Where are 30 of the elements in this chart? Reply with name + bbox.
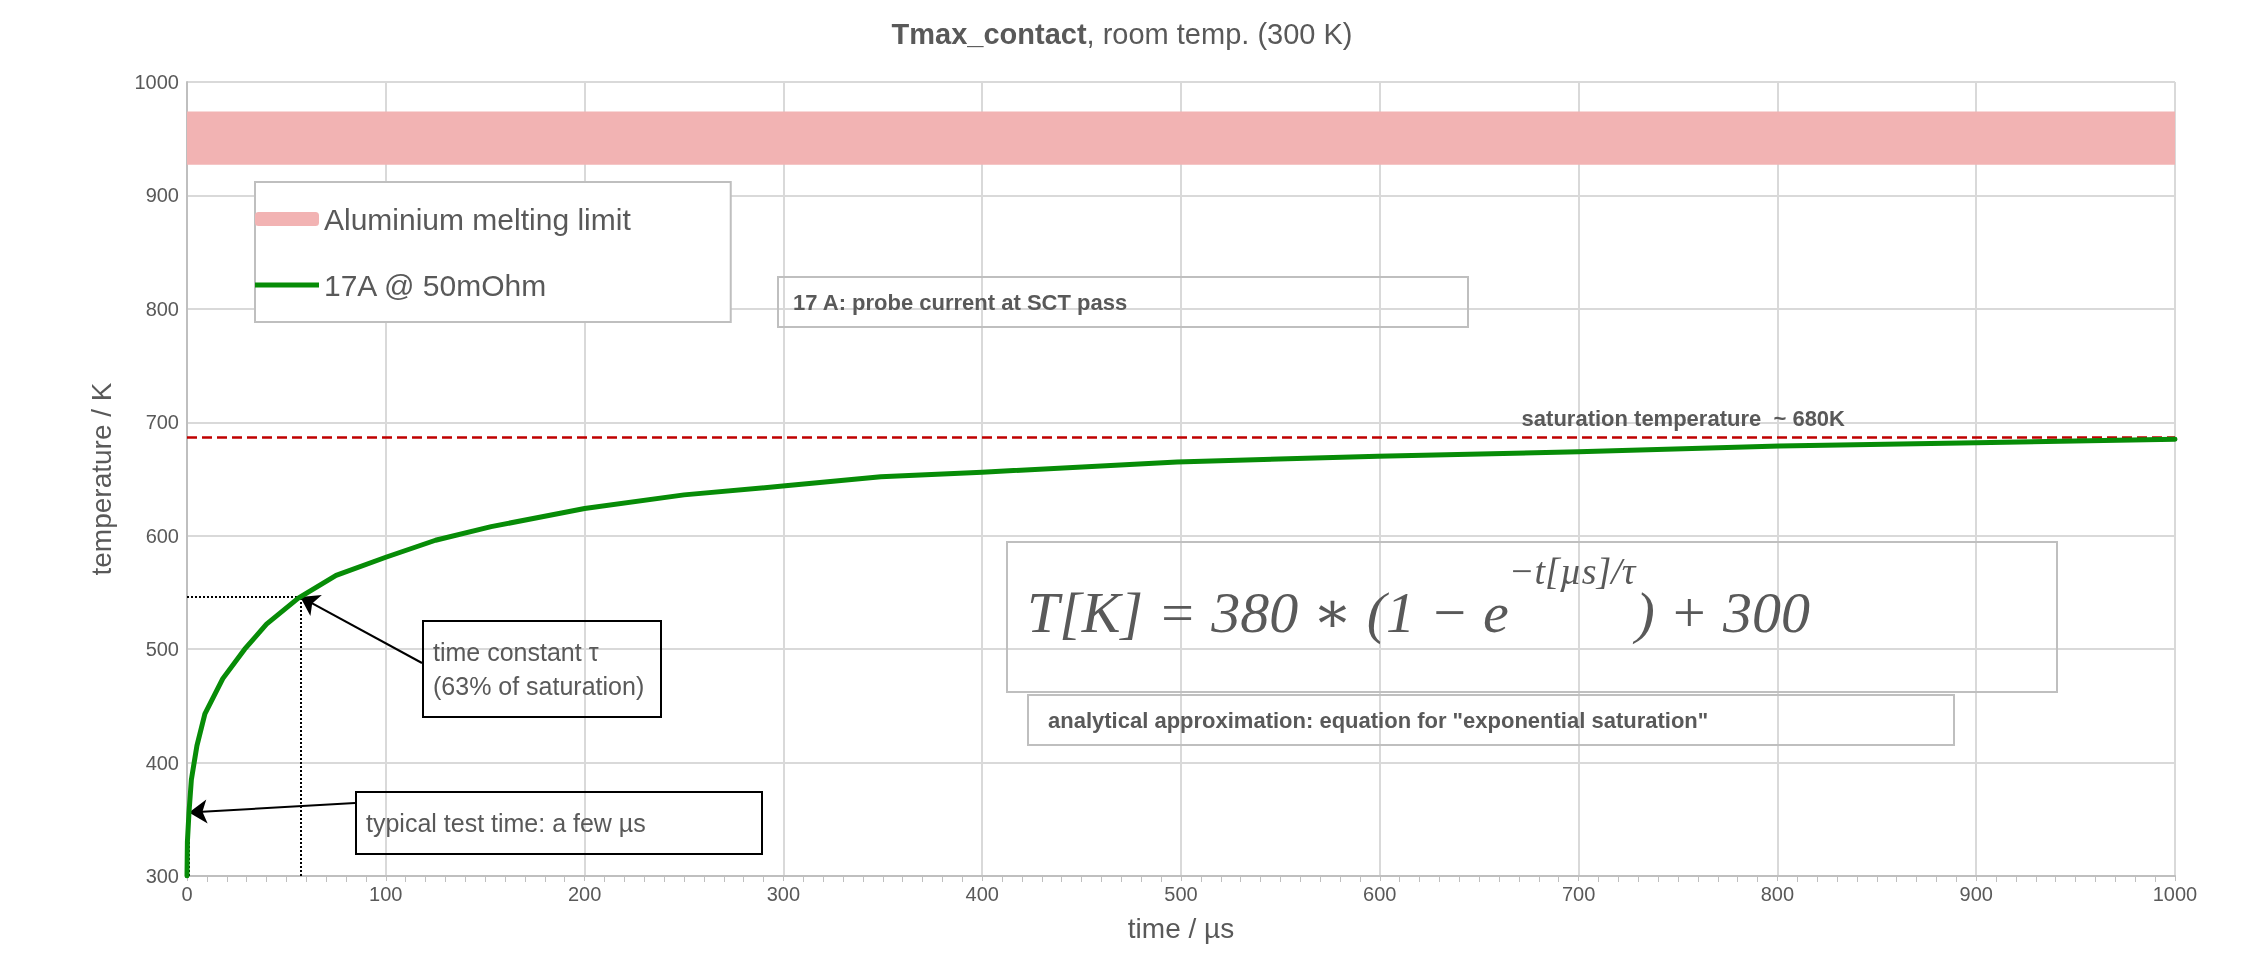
x-tick-label: 100 bbox=[369, 883, 403, 905]
annotation: typical test time: a few µs bbox=[366, 809, 646, 837]
y-tick-label: 900 bbox=[145, 184, 179, 207]
x-tick-label: 200 bbox=[567, 883, 602, 905]
annotation: time constant τ (63% of saturation) bbox=[433, 638, 645, 700]
y-tick-label: 300 bbox=[145, 865, 179, 887]
legend-label: 17A @ 50mOhm bbox=[324, 268, 547, 302]
legend-label: Aluminium melting limit bbox=[324, 202, 632, 236]
x-tick-label: 300 bbox=[766, 883, 801, 905]
annotation: 17 A: probe current at SCT pass bbox=[793, 289, 1128, 315]
y-tick-label: 500 bbox=[145, 638, 179, 661]
ref-line-label: saturation temperature ~ 680K bbox=[1521, 405, 1846, 431]
x-tick-label: 500 bbox=[1164, 883, 1198, 905]
y-axis-title: temperature / K bbox=[85, 382, 117, 576]
x-tick-label: 400 bbox=[965, 883, 999, 905]
y-tick-label: 800 bbox=[145, 297, 179, 320]
annotation: T[K] = 380 ∗ (1 − e−t[µs]/τ) + 300 bbox=[1027, 550, 1810, 645]
y-tick-label: 600 bbox=[145, 524, 179, 547]
x-tick-label: 600 bbox=[1363, 883, 1397, 905]
x-tick-label: 900 bbox=[1959, 883, 1993, 905]
x-tick-label: 800 bbox=[1760, 883, 1795, 905]
annotation: analytical approximation: equation for "exponential saturation" bbox=[1048, 707, 1709, 733]
y-tick-label: 1000 bbox=[134, 71, 179, 93]
x-axis-title: time / µs bbox=[1127, 912, 1235, 944]
x-tick-label: 700 bbox=[1561, 883, 1596, 905]
y-tick-label: 700 bbox=[145, 411, 179, 434]
y-tick-label: 400 bbox=[145, 751, 179, 774]
x-tick-label: 1000 bbox=[2152, 883, 2198, 905]
x-tick-label: 0 bbox=[181, 883, 193, 905]
chart-title: Tmax_contact, room temp. (300 K) bbox=[891, 17, 1353, 50]
